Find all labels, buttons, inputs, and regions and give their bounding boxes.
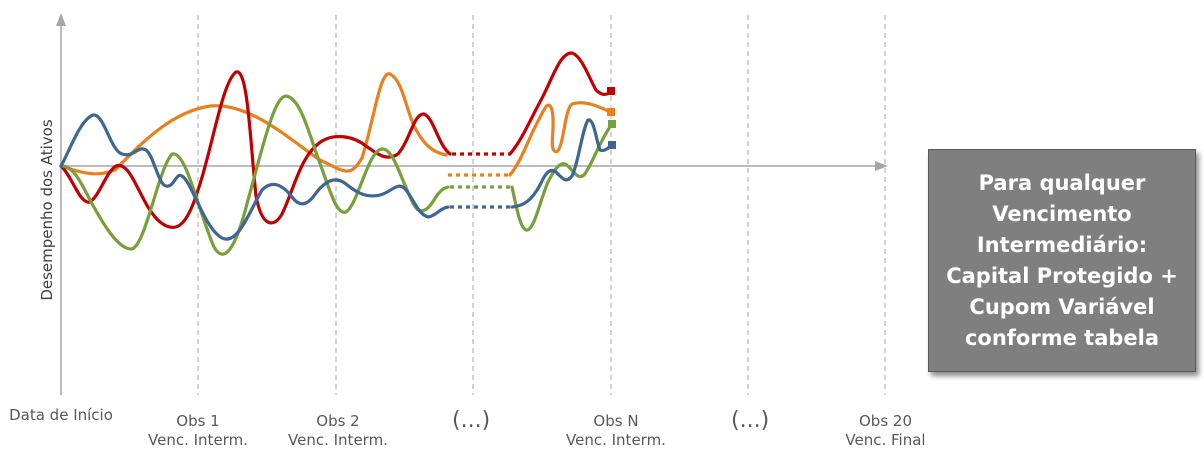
tick-label-obsN: Obs N Venc. Interm.: [556, 412, 676, 450]
tick-label-obsN-line2: Venc. Interm.: [566, 431, 666, 449]
series-green-line-2: [510, 122, 614, 232]
observation-gridlines: [197, 15, 886, 395]
tick-label-gap2: (...): [731, 408, 770, 433]
series-blue-end-marker: [608, 141, 616, 149]
series-blue-line: [59, 113, 450, 241]
tick-label-obs2-line1: Obs 2: [316, 412, 360, 430]
x-axis-arrow: [875, 161, 888, 171]
callout-text: Para qualquer Vencimento Intermediário: …: [946, 170, 1178, 350]
y-axis-label: Desempenho dos Ativos: [38, 119, 56, 301]
tick-label-obs2-line2: Venc. Interm.: [288, 431, 388, 449]
series-red-end-marker: [607, 87, 615, 95]
tick-label-start: Data de Início: [1, 406, 121, 425]
series-blue-line-2: [510, 118, 614, 209]
series-red-line-2: [508, 51, 614, 156]
tick-label-obs20-line1: Obs 20: [859, 412, 912, 430]
tick-label-obs1-line1: Obs 1: [176, 412, 220, 430]
series-orange-line-2: [508, 101, 612, 177]
tick-label-obs20: Obs 20 Venc. Final: [828, 412, 943, 450]
tick-label-gap1: (...): [452, 408, 491, 433]
series-green-line: [59, 94, 450, 256]
callout-box: Para qualquer Vencimento Intermediário: …: [928, 149, 1196, 372]
tick-label-obs1: Obs 1 Venc. Interm.: [138, 412, 258, 450]
tick-label-obs2: Obs 2 Venc. Interm.: [278, 412, 398, 450]
tick-label-obsN-line1: Obs N: [593, 412, 639, 430]
series-end-markers: [607, 87, 616, 149]
tick-label-obs20-line2: Venc. Final: [845, 431, 926, 449]
axes: [56, 13, 888, 395]
tick-label-start-line1: Data de Início: [9, 406, 113, 424]
tick-label-obs1-line2: Venc. Interm.: [148, 431, 248, 449]
series-orange-end-marker: [607, 108, 615, 116]
series-green-end-marker: [608, 120, 616, 128]
y-axis-arrow: [56, 13, 66, 26]
